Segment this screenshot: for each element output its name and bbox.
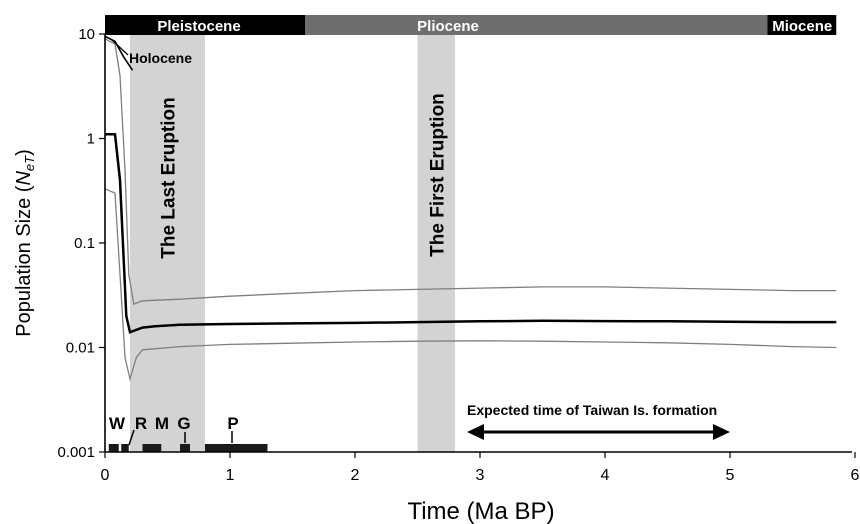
taiwan-arrow-right-head [713, 424, 730, 440]
glaciation-bar [121, 444, 129, 452]
glaciation-label: W [109, 414, 126, 433]
glaciation-bar [142, 444, 162, 452]
y-axis-title-var: N [13, 171, 35, 186]
shaded-bands: The Last Eruption The First Eruption [130, 34, 455, 452]
series-line-hpd [104, 188, 837, 382]
ticks: 0 1 2 3 4 5 6 0.001 0.01 0.1 1 10 [57, 26, 859, 484]
holocene-label: Holocene [129, 50, 192, 66]
glaciation-label: P [227, 414, 238, 433]
eruption-band-label: The First Eruption [427, 93, 448, 257]
eruption-band [417, 34, 455, 452]
epoch-segment [305, 15, 768, 35]
y-axis-title-sub: eT [22, 155, 37, 171]
y-tick-label: 1 [87, 131, 95, 148]
epoch-segment [767, 15, 837, 35]
y-axis-title-close: ) [13, 149, 35, 156]
x-axis-title: Time (Ma BP) [407, 498, 554, 524]
x-tick-label: 3 [476, 467, 485, 484]
taiwan-arrow-left-head [467, 424, 484, 440]
y-tick-label: 0.01 [66, 340, 95, 357]
series-lines [104, 35, 837, 382]
x-tick-label: 5 [726, 467, 735, 484]
x-tick-label: 0 [101, 467, 110, 484]
holocene-leader-line [111, 39, 129, 56]
epoch-label: Pleistocene [157, 18, 240, 35]
y-axis-title-main: Population Size ( [13, 185, 35, 337]
taiwan-label: Expected time of Taiwan Is. formation [467, 402, 717, 418]
glaciation-bar [108, 444, 119, 452]
epoch-label: Pliocene [417, 18, 479, 35]
glaciation-r-pointer [128, 429, 135, 446]
glaciation-label: M [155, 414, 169, 433]
epoch-segment [105, 15, 305, 35]
eruption-band-label: The Last Eruption [159, 97, 180, 259]
series-line-holocene [104, 35, 134, 71]
glaciation-label: G [177, 414, 190, 433]
epoch-label: Miocene [772, 18, 832, 35]
annotations: Holocene Expected time of Taiwan Is. for… [111, 39, 730, 440]
series-line-hpd [104, 38, 837, 305]
eruption-band [130, 34, 205, 452]
y-tick-label: 10 [78, 26, 95, 43]
series-line-median [105, 132, 837, 334]
x-tick-label: 6 [851, 467, 860, 484]
x-tick-label: 2 [351, 467, 360, 484]
y-tick-label: 0.001 [57, 444, 95, 461]
epoch-bar: Pleistocene Pliocene Miocene [105, 15, 837, 35]
glaciation-bar [180, 444, 190, 452]
x-tick-label: 4 [601, 467, 610, 484]
y-tick-label: 0.1 [74, 235, 95, 252]
glaciation-bar [205, 444, 268, 452]
y-axis-title: Population Size (NeT) [13, 149, 37, 337]
x-tick-label: 1 [226, 467, 235, 484]
glaciation-label: R [135, 414, 147, 433]
